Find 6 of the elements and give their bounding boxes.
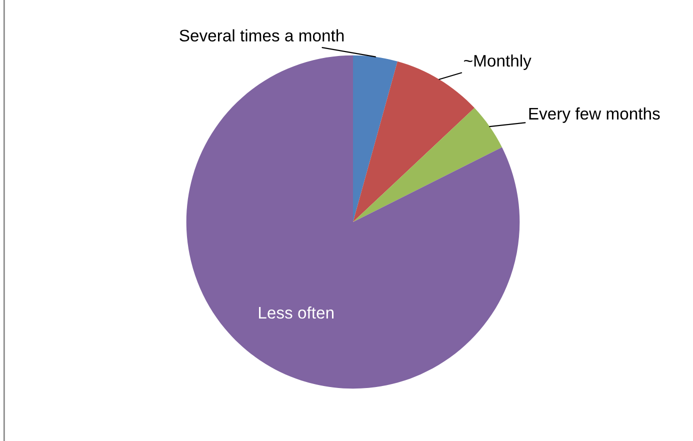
pie-slice: [353, 108, 502, 222]
pie-slice: [353, 55, 398, 222]
slice-label: Less often: [259, 306, 334, 319]
slice-label: Every few months: [529, 107, 660, 123]
slice-label: ~Monthly: [464, 54, 532, 70]
slice-label: Several times a month: [180, 29, 344, 42]
